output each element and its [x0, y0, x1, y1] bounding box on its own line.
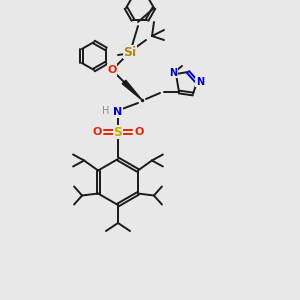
- Text: O: O: [107, 65, 117, 75]
- Text: S: S: [113, 125, 122, 139]
- Polygon shape: [122, 80, 142, 100]
- Text: H: H: [102, 106, 110, 116]
- Text: Si: Si: [123, 46, 136, 59]
- Text: O: O: [92, 127, 102, 137]
- Text: N: N: [196, 77, 204, 87]
- Text: O: O: [134, 127, 144, 137]
- Text: N: N: [169, 68, 177, 78]
- Text: N: N: [113, 107, 123, 117]
